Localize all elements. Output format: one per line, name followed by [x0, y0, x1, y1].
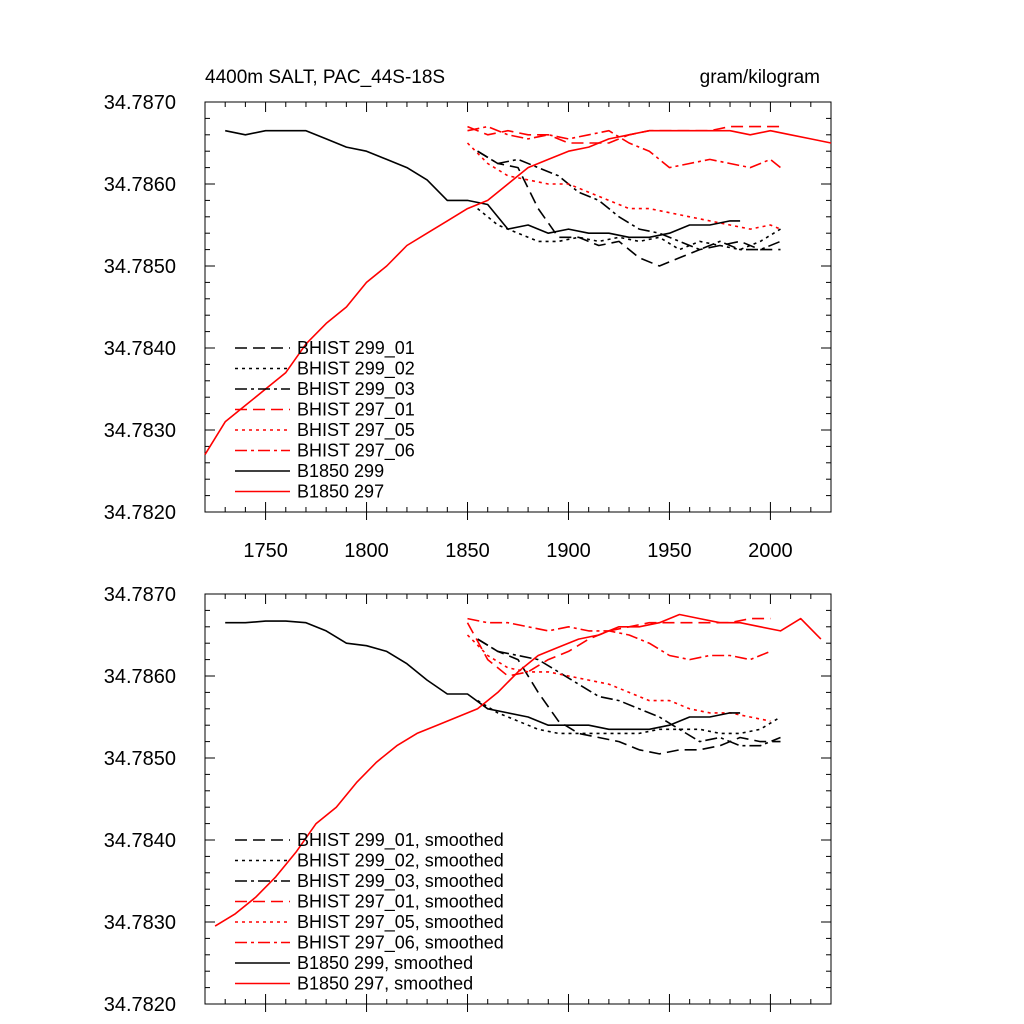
legend-label: BHIST 299_03, smoothed: [297, 871, 504, 892]
y-tick-label: 34.7820: [104, 994, 176, 1016]
x-tick-label: 1800: [344, 540, 389, 562]
plot-frame: [204, 593, 832, 1005]
series-line: [477, 638, 781, 747]
y-tick-label: 34.7820: [104, 502, 176, 524]
bottom-chart-panel: 34.7820 34.7830 34.7840 34.7850 34.7860 34.78…: [104, 584, 832, 1016]
legend-label: BHIST 297_05, smoothed: [297, 912, 504, 933]
legend-label: BHIST 299_01: [297, 338, 415, 359]
x-tick-label: 1750: [243, 540, 288, 562]
x-tick-label: 1850: [445, 540, 490, 562]
chart-1-title: 4400m SALT, PAC_44S-18S: [205, 67, 445, 88]
top-chart-panel: 1750 1800 1850 1900 1950 2000 34.7820 34.7830 34…: [104, 92, 832, 562]
y-tick-label: 34.7840: [104, 338, 176, 360]
y-tick-label: 34.7860: [104, 666, 176, 688]
series-line: [477, 150, 781, 251]
legend-label: BHIST 299_03: [297, 379, 415, 400]
series-line: [467, 617, 771, 661]
series-line: [477, 207, 781, 251]
series-line: [477, 699, 781, 735]
series-line: [214, 613, 822, 927]
legend-label: BHIST 297_06: [297, 441, 415, 462]
series-line: [467, 125, 782, 169]
y-tick-label: 34.7830: [104, 912, 176, 934]
y-tick-label: 34.7850: [104, 256, 176, 278]
legend-label: BHIST 297_05: [297, 420, 415, 441]
legend-label: B1850 297, smoothed: [297, 974, 473, 994]
y-tick-label: 34.7840: [104, 830, 176, 852]
legend-label: B1850 299, smoothed: [297, 953, 473, 973]
plot-frame: [204, 101, 832, 513]
y-tick-label: 34.7870: [104, 92, 176, 114]
series-line: [225, 620, 741, 731]
legend-label: B1850 297: [297, 482, 384, 502]
series-line: [477, 150, 781, 267]
x-tick-label: 1950: [647, 540, 692, 562]
y-tick-label: 34.7850: [104, 748, 176, 770]
x-tick-label: 2000: [748, 540, 793, 562]
legend-label: BHIST 297_01: [297, 400, 415, 421]
series-line: [466, 142, 781, 230]
y-tick-label: 34.7830: [104, 420, 176, 442]
series-line: [225, 129, 741, 239]
y-tick-label: 34.7860: [104, 174, 176, 196]
series-line: [204, 129, 832, 456]
legend-label: BHIST 299_01, smoothed: [297, 830, 504, 851]
y-tick-label: 34.7870: [104, 584, 176, 606]
legend-label: B1850 299: [297, 461, 384, 481]
chart-1-units: gram/kilogram: [700, 67, 820, 88]
legend-label: BHIST 297_06, smoothed: [297, 933, 504, 954]
x-tick-label: 1900: [546, 540, 591, 562]
legend-label: BHIST 297_01, smoothed: [297, 892, 504, 913]
legend-label: BHIST 299_02, smoothed: [297, 851, 504, 872]
legend-label: BHIST 299_02: [297, 359, 415, 380]
